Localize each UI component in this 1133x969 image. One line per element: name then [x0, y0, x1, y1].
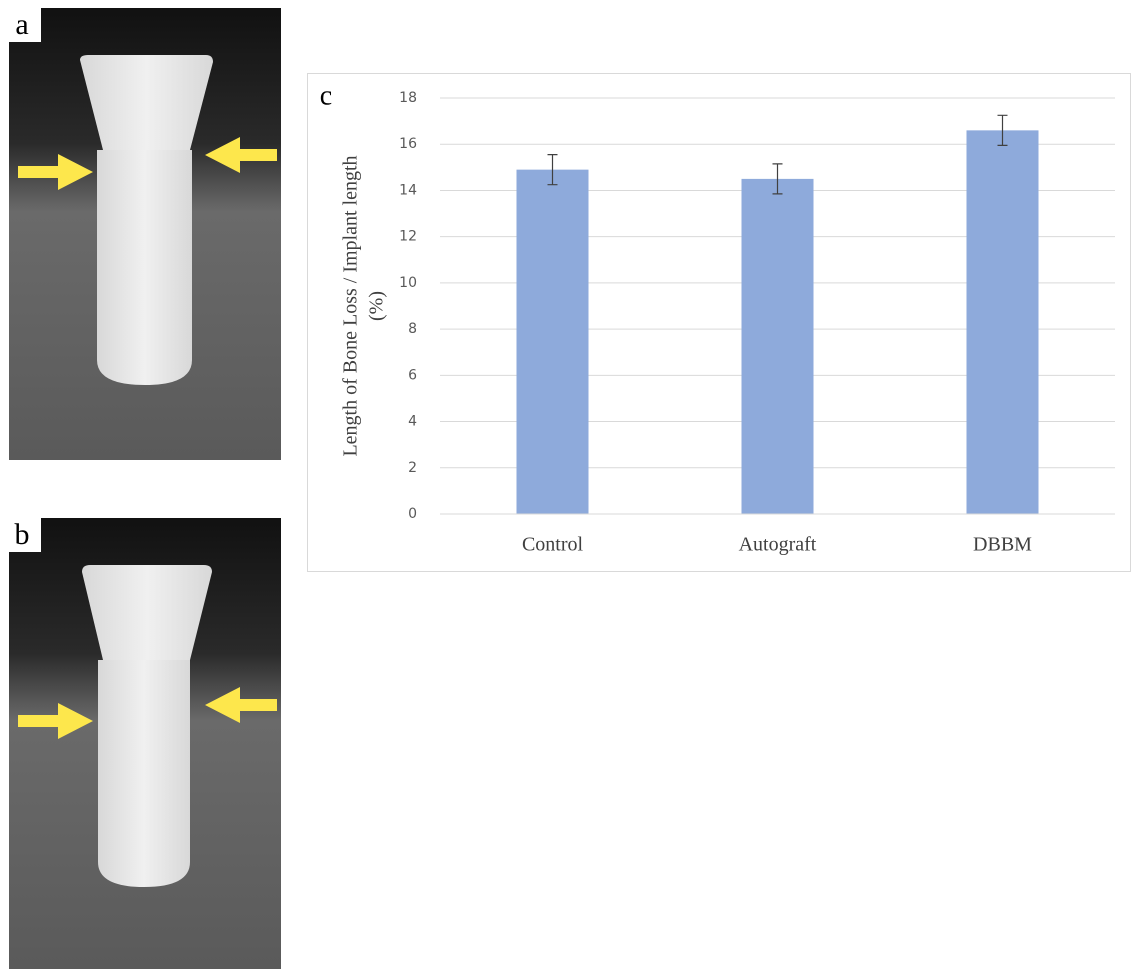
panel-label: b: [15, 518, 30, 551]
bar: [967, 130, 1039, 514]
bar: [517, 170, 589, 514]
y-axis-label: (%): [366, 291, 388, 321]
y-tick-label: 2: [408, 460, 417, 476]
implant-body: [97, 150, 192, 385]
radiograph-b: b: [9, 518, 281, 969]
page: a b c 0 2 4 6 8 10 12 14 16 18 Length of Bone Loss…: [0, 0, 1133, 969]
implant-body: [98, 660, 190, 887]
y-tick-label: 12: [399, 229, 417, 245]
figure: a b c 0 2 4 6 8 10 12 14 16 18 Length of Bone Loss…: [0, 0, 1133, 969]
panel-label: c: [320, 80, 332, 111]
y-tick-label: 14: [399, 182, 417, 198]
y-tick-label: 8: [408, 321, 417, 337]
y-tick-label: 6: [408, 367, 417, 383]
y-tick-label: 10: [399, 275, 417, 291]
radiograph-a: a: [9, 8, 281, 460]
y-tick-label: 16: [399, 136, 417, 152]
y-tick-label: 0: [408, 506, 417, 522]
y-tick-label: 4: [408, 414, 417, 430]
implant-head: [82, 565, 212, 660]
x-tick-label: Control: [522, 534, 584, 556]
bar: [742, 179, 814, 514]
y-axis-label: Length of Bone Loss / Implant length: [340, 155, 362, 456]
implant-head: [80, 55, 213, 150]
x-tick-label: DBBM: [973, 534, 1032, 556]
panel-label: a: [15, 8, 28, 41]
x-tick-label: Autograft: [739, 534, 817, 556]
y-tick-label: 18: [399, 90, 417, 106]
